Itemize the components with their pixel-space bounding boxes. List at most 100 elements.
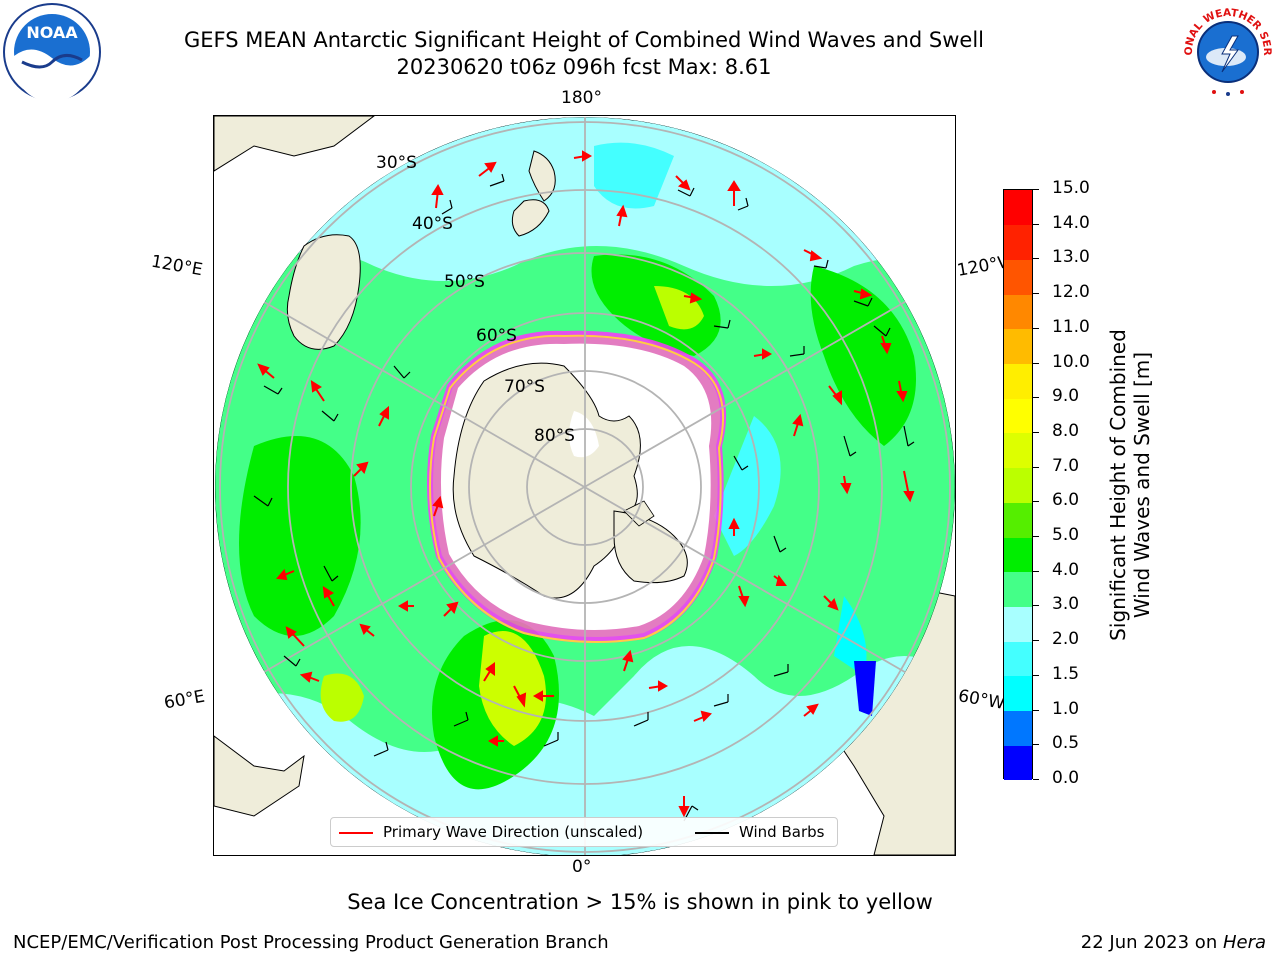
lat-label-40s: 40°S bbox=[412, 214, 453, 234]
wave-arrow bbox=[397, 600, 414, 612]
polar-map: 30°S 40°S 50°S 60°S 70°S 80°S bbox=[213, 115, 956, 856]
wave-arrow bbox=[683, 292, 703, 304]
wave-arrow bbox=[432, 495, 444, 517]
colorbar-tick-mark bbox=[1033, 605, 1039, 607]
wave-arrows bbox=[257, 150, 915, 818]
wind-barb bbox=[633, 712, 649, 727]
wind-barb bbox=[453, 711, 469, 727]
wind-barb-swatch bbox=[695, 832, 729, 834]
colorbar-tick-label: 8.0 bbox=[1052, 420, 1080, 441]
colorbar-tick-label: 14.0 bbox=[1052, 212, 1090, 233]
noaa-logo-text: NOAA bbox=[26, 23, 78, 42]
colorbar-segment bbox=[1004, 294, 1032, 330]
wave-arrow bbox=[840, 475, 852, 495]
colorbar-tick-mark bbox=[1033, 536, 1039, 538]
colorbar-tick-mark bbox=[1033, 327, 1039, 329]
wave-arrow bbox=[823, 595, 839, 611]
wind-barb bbox=[253, 495, 273, 507]
wave-arrow bbox=[513, 685, 527, 708]
colorbar-segment bbox=[1004, 363, 1032, 399]
wind-barb bbox=[853, 297, 873, 307]
wave-arrow bbox=[896, 380, 908, 403]
colorbar-tick-label: 15.0 bbox=[1052, 178, 1090, 198]
lon-label-180: 180° bbox=[561, 88, 602, 108]
wave-arrow bbox=[616, 204, 628, 227]
antarctica bbox=[427, 330, 727, 643]
wind-barb bbox=[737, 197, 749, 211]
wind-barb bbox=[677, 187, 695, 197]
colorbar-segment bbox=[1004, 259, 1032, 295]
wind-barb bbox=[323, 565, 339, 582]
wave-arrow bbox=[803, 249, 823, 262]
wave-arrow bbox=[648, 680, 669, 692]
lon-label-60e: 60°E bbox=[162, 686, 207, 714]
colorbar-tick-label: 9.0 bbox=[1052, 386, 1080, 407]
footer-host: Hera bbox=[1222, 932, 1266, 953]
sea-ice-note: Sea Ice Concentration > 15% is shown in … bbox=[347, 890, 933, 914]
lat-label-30s: 30°S bbox=[376, 153, 417, 173]
colorbar-tick-mark bbox=[1033, 431, 1039, 433]
wave-arrow bbox=[727, 180, 741, 206]
wave-arrow bbox=[487, 735, 504, 747]
lon-label-120e: 120°E bbox=[149, 251, 205, 281]
graticule bbox=[215, 117, 955, 855]
colorbar-segment bbox=[1004, 675, 1032, 712]
wave-arrow bbox=[353, 461, 369, 477]
colorbar-segment bbox=[1004, 710, 1032, 746]
wave-direction-legend: Primary Wave Direction (unscaled) bbox=[383, 823, 644, 841]
colorbar-tick-label: 5.0 bbox=[1052, 525, 1080, 546]
wave-arrow bbox=[903, 470, 915, 503]
map-legend: Primary Wave Direction (unscaled) Wind B… bbox=[330, 817, 838, 847]
wind-barb bbox=[441, 199, 453, 215]
wave-arrow bbox=[728, 517, 740, 536]
colorbar-tick-label: 0.5 bbox=[1052, 733, 1080, 754]
wave-arrow bbox=[828, 385, 842, 406]
lon-label-60w: 60°W bbox=[956, 686, 1007, 714]
colorbar-segment bbox=[1004, 328, 1032, 365]
wind-barb bbox=[733, 455, 749, 471]
wave-arrow bbox=[322, 586, 335, 607]
footer-credit: NCEP/EMC/Verification Post Processing Pr… bbox=[13, 932, 609, 953]
land-masses bbox=[286, 150, 599, 458]
wind-barb bbox=[543, 732, 559, 747]
colorbar-tick-label: 4.0 bbox=[1052, 559, 1080, 580]
colorbar-tick-mark bbox=[1033, 223, 1039, 225]
wave-arrow bbox=[359, 623, 375, 637]
wave-arrow bbox=[753, 348, 773, 360]
wind-barbs bbox=[253, 173, 915, 822]
colorbar-segment bbox=[1004, 190, 1032, 226]
wave-arrow bbox=[693, 710, 712, 722]
colorbar-tick-mark bbox=[1033, 466, 1039, 468]
colorbar-tick-label: 3.0 bbox=[1052, 594, 1080, 615]
wave-arrow bbox=[675, 175, 691, 191]
wind-barb bbox=[283, 655, 301, 667]
colorbar-segment bbox=[1004, 571, 1032, 607]
colorbar-tick-mark bbox=[1033, 779, 1039, 780]
wave-arrow bbox=[285, 626, 305, 647]
wave-arrow bbox=[622, 649, 634, 672]
wind-barb bbox=[903, 425, 915, 447]
wave-arrow bbox=[478, 161, 497, 177]
colorbar bbox=[1003, 189, 1033, 781]
wave-arrow bbox=[738, 585, 750, 608]
wave-arrow bbox=[880, 335, 892, 355]
colorbar-segment bbox=[1004, 467, 1032, 503]
wave-arrow bbox=[773, 574, 787, 586]
wave-arrow bbox=[310, 380, 325, 402]
lat-label-60s: 60°S bbox=[476, 326, 517, 346]
colorbar-label-line2: Wind Waves and Swell [m] bbox=[1130, 351, 1154, 619]
colorbar-tick-label: 13.0 bbox=[1052, 247, 1090, 268]
wave-arrow bbox=[532, 690, 554, 702]
wind-barb bbox=[843, 435, 857, 457]
colorbar-tick-mark bbox=[1033, 744, 1039, 746]
footer-date: 22 Jun 2023 on Hera bbox=[1081, 932, 1266, 953]
colorbar-segment bbox=[1004, 502, 1032, 538]
chart-title: GEFS MEAN Antarctic Significant Height o… bbox=[183, 28, 985, 52]
wave-arrow bbox=[299, 671, 320, 683]
wave-arrow bbox=[573, 150, 593, 162]
wind-barb bbox=[773, 664, 789, 677]
wave-arrow bbox=[276, 568, 295, 581]
colorbar-tick-label: 12.0 bbox=[1052, 282, 1090, 303]
wave-arrow bbox=[792, 413, 804, 437]
colorbar-segment bbox=[1004, 606, 1032, 642]
